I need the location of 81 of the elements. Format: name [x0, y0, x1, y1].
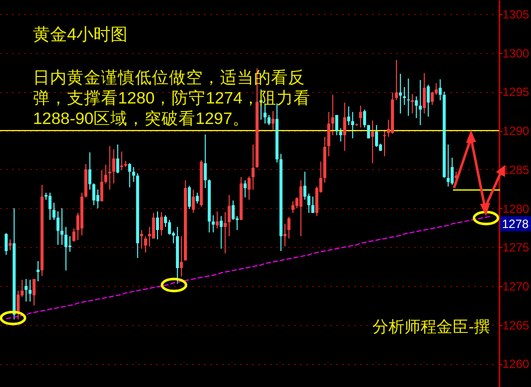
candlestick: [116, 144, 120, 174]
candlestick: [36, 260, 40, 282]
candlestick: [180, 236, 183, 278]
candlestick: [450, 157, 454, 186]
candlestick: [430, 91, 434, 106]
candlestick: [196, 192, 199, 204]
candlestick: [92, 182, 96, 206]
candlestick: [188, 185, 191, 210]
candlestick: [220, 216, 223, 250]
candlestick: [216, 210, 219, 229]
candlestick: [438, 78, 442, 101]
candlestick: [112, 148, 116, 184]
candlestick: [363, 109, 366, 128]
candlestick: [224, 212, 227, 254]
candlestick: [64, 226, 68, 271]
y-tick-label: 1290: [502, 124, 530, 138]
candlestick: [287, 216, 290, 240]
candlestick: [168, 219, 171, 236]
y-tick-label: 1270: [502, 279, 530, 294]
candlestick: [446, 144, 450, 188]
candlestick: [299, 180, 302, 237]
y-tick-label: 1295: [502, 85, 530, 100]
candlestick: [152, 212, 156, 240]
candlestick: [252, 144, 255, 190]
candlestick: [56, 210, 60, 246]
candlestick: [16, 290, 20, 320]
candlestick: [24, 278, 28, 302]
y-tick-label: 1280: [502, 202, 530, 216]
candlestick: [68, 236, 72, 252]
candlestick: [367, 124, 370, 139]
candlestick: [192, 189, 195, 214]
candlestick: [414, 96, 418, 119]
candlestick: [128, 162, 132, 188]
candlestick: [335, 114, 338, 136]
y-tick-label: 1275: [502, 240, 530, 255]
candlestick: [311, 196, 314, 214]
candlestick: [4, 232, 8, 256]
candlestick: [268, 114, 271, 126]
candlestick: [382, 129, 386, 157]
candlestick: [291, 200, 294, 214]
y-tick-label: 1260: [502, 357, 530, 372]
candlestick: [418, 80, 422, 126]
candlestick: [48, 192, 52, 220]
candlestick: [394, 59, 398, 101]
candlestick: [398, 73, 402, 114]
candlestick: [72, 228, 76, 242]
candlestick: [120, 151, 124, 171]
candlestick: [359, 105, 362, 128]
candlestick: [32, 278, 36, 306]
text: 黄金4小时图: [33, 25, 128, 44]
candlestick: [343, 102, 346, 152]
candlestick: [410, 94, 414, 114]
y-tick-label: 1305: [502, 7, 530, 22]
candlestick: [426, 84, 430, 118]
candlestick: [156, 210, 160, 240]
annotation: 分析师程金臣-撰: [372, 319, 490, 336]
candlestick: [248, 176, 251, 200]
candlestick: [144, 236, 148, 254]
candlestick: [8, 238, 12, 251]
candlestick: [212, 214, 215, 233]
y-tick-label: 1285: [502, 162, 530, 177]
candlestick: [375, 124, 378, 148]
candlestick: [351, 111, 354, 139]
candlestick: [88, 152, 92, 190]
candlestick: [108, 146, 112, 190]
candlestick: [160, 212, 163, 236]
candlestick: [422, 72, 426, 114]
candlestick: [371, 120, 374, 164]
candlestick: [244, 180, 247, 198]
y-tick-label: 1265: [502, 318, 530, 332]
candlestick: [347, 106, 350, 126]
candlestick: [232, 200, 235, 220]
candlestick: [204, 134, 207, 189]
y-tick-label: 1300: [502, 46, 530, 60]
candlestick: [52, 202, 56, 220]
candlestick: [132, 166, 136, 182]
candlestick: [271, 110, 274, 130]
candlestick: [331, 94, 334, 136]
annotation: 1278: [502, 216, 530, 231]
candlestick: [402, 86, 406, 106]
candlestick: [228, 194, 231, 237]
